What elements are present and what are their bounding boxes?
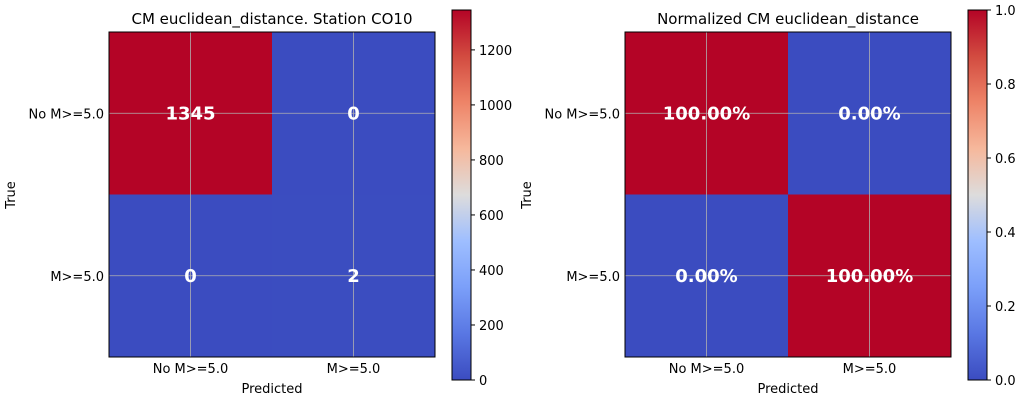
colorbar-tick-label: 1.0 xyxy=(995,4,1016,19)
heatmap-cells xyxy=(109,32,436,358)
colorbar: 0 200 400 600 800 1000 1200 xyxy=(451,9,512,389)
cell-value-label: 2 xyxy=(347,266,360,287)
y-tick-label: M>=5.0 xyxy=(566,270,620,285)
x-tick-labels: No M>=5.0 M>=5.0 xyxy=(153,362,381,377)
y-axis-label: True xyxy=(520,181,535,210)
cell-value-label: 0 xyxy=(347,103,360,124)
colorbar-tick-label: 200 xyxy=(479,319,504,334)
x-tick-label: No M>=5.0 xyxy=(153,362,229,377)
x-axis-label: Predicted xyxy=(241,382,302,397)
cell-value-label: 0.00% xyxy=(675,266,737,287)
colorbar-tick-label: 400 xyxy=(479,264,504,279)
plot-frame xyxy=(624,31,952,358)
cell-labels: 1345 0 0 2 xyxy=(165,103,359,287)
grid-lines xyxy=(625,32,951,357)
x-tick-labels: No M>=5.0 M>=5.0 xyxy=(669,362,897,377)
grid-lines xyxy=(109,32,435,357)
colorbar-tick-label: 0 xyxy=(479,374,487,389)
normalized-confusion-matrix-panel: Normalized CM euclidean_distance 100.00%… xyxy=(520,4,1016,397)
colorbar-tick-label: 0.8 xyxy=(995,78,1016,93)
y-tick-labels: No M>=5.0 M>=5.0 xyxy=(545,107,621,285)
y-tick-label: M>=5.0 xyxy=(50,270,104,285)
y-tick-label: No M>=5.0 xyxy=(29,107,105,122)
confusion-matrix-panel: CM euclidean_distance. Station CO10 1345… xyxy=(4,9,512,397)
y-axis-label: True xyxy=(4,181,19,210)
colorbar-gradient xyxy=(967,9,988,381)
colorbar-tick-label: 600 xyxy=(479,209,504,224)
cell-value-label: 1345 xyxy=(165,103,215,124)
y-tick-label: No M>=5.0 xyxy=(545,107,621,122)
colorbar-tick-label: 0.0 xyxy=(995,374,1016,389)
cell-value-label: 0.00% xyxy=(838,103,900,124)
colorbar-tick-label: 1000 xyxy=(479,99,512,114)
colorbar-gradient xyxy=(451,9,472,381)
cell-value-label: 100.00% xyxy=(826,266,914,287)
plot-frame xyxy=(108,31,436,358)
colorbar-tick-label: 0.2 xyxy=(995,300,1016,315)
cell-labels: 100.00% 0.00% 0.00% 100.00% xyxy=(663,103,914,287)
x-tick-label: M>=5.0 xyxy=(843,362,897,377)
heatmap-cells xyxy=(625,32,952,358)
x-tick-label: M>=5.0 xyxy=(327,362,381,377)
x-axis-label: Predicted xyxy=(757,382,818,397)
colorbar-tick-label: 0.6 xyxy=(995,152,1016,167)
y-tick-labels: No M>=5.0 M>=5.0 xyxy=(29,107,105,285)
x-tick-label: No M>=5.0 xyxy=(669,362,745,377)
colorbar-tick-label: 800 xyxy=(479,154,504,169)
chart-title: CM euclidean_distance. Station CO10 xyxy=(131,10,412,29)
cell-value-label: 0 xyxy=(184,266,197,287)
colorbar-tick-label: 0.4 xyxy=(995,226,1016,241)
chart-title: Normalized CM euclidean_distance xyxy=(657,10,919,29)
colorbar: 0.0 0.2 0.4 0.6 0.8 1.0 xyxy=(967,4,1016,389)
cell-value-label: 100.00% xyxy=(663,103,751,124)
colorbar-tick-label: 1200 xyxy=(479,44,512,59)
